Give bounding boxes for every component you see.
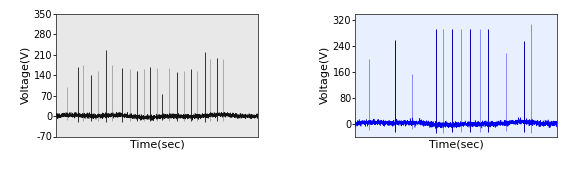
X-axis label: Time(sec): Time(sec) bbox=[429, 139, 484, 149]
Y-axis label: Voltage(V): Voltage(V) bbox=[21, 46, 31, 104]
Y-axis label: Voltage(V): Voltage(V) bbox=[320, 46, 330, 104]
X-axis label: Time(sec): Time(sec) bbox=[130, 139, 185, 149]
